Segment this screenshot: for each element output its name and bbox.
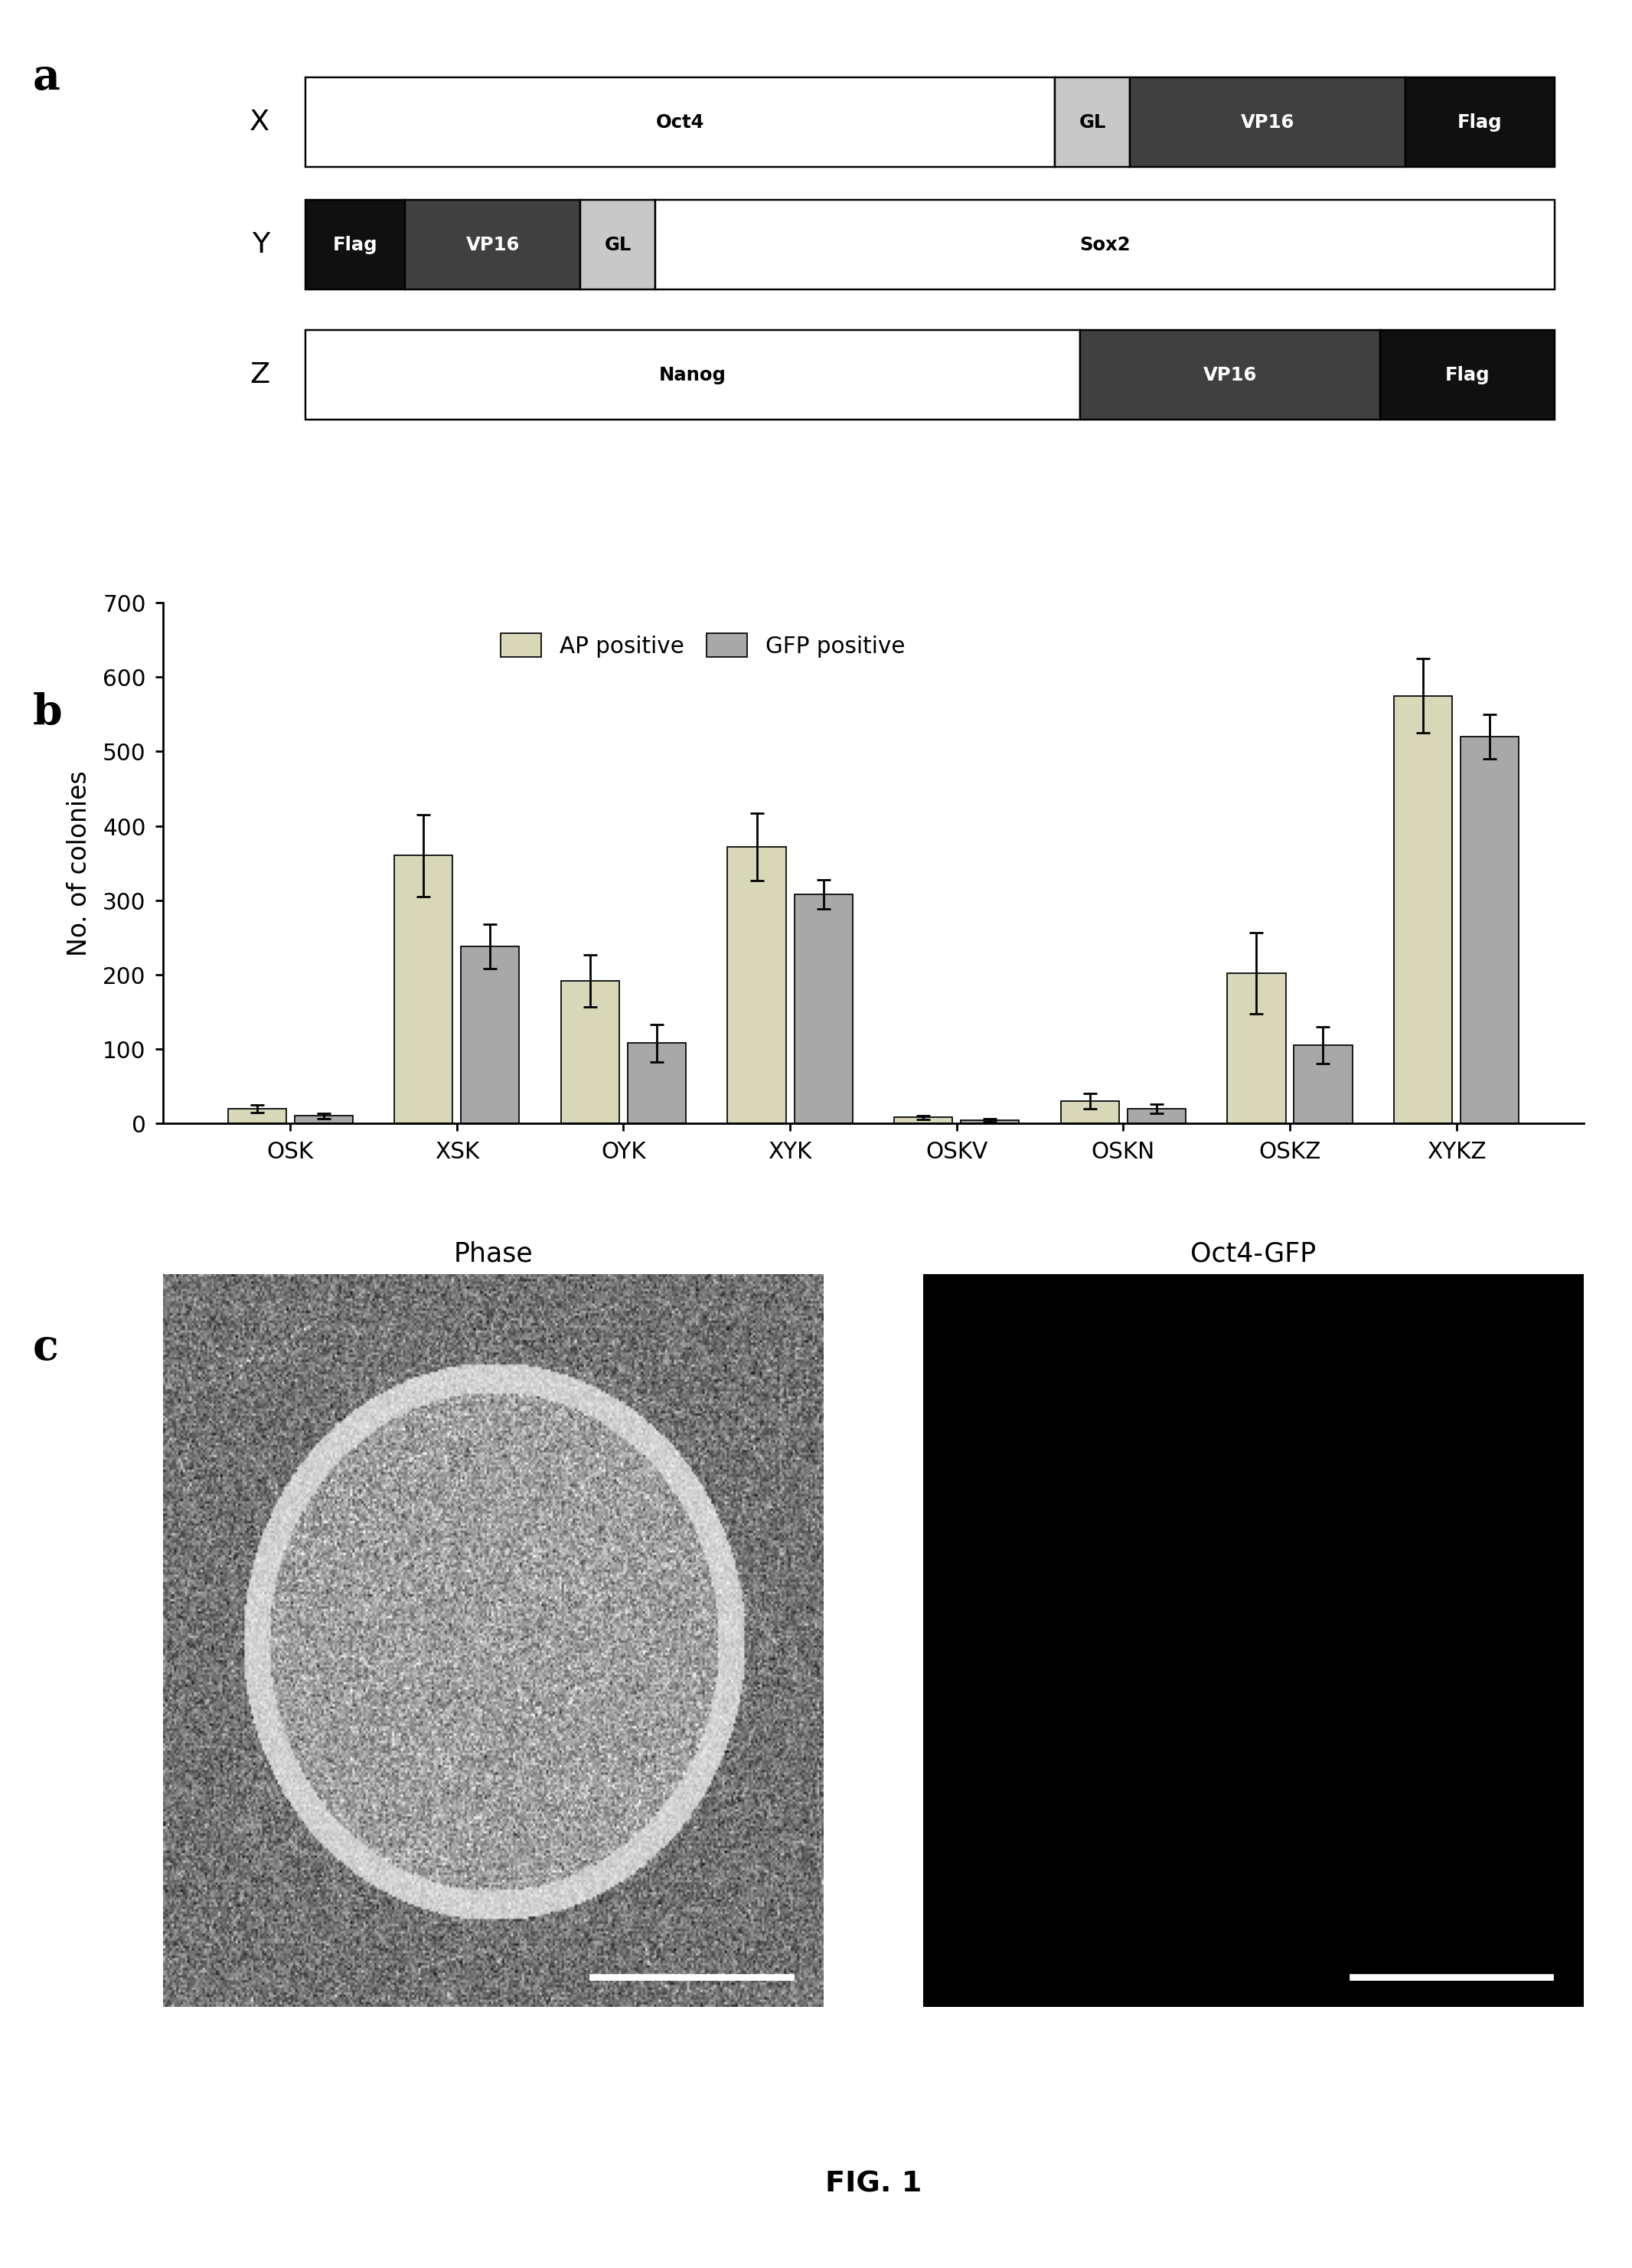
- Text: Nanog: Nanog: [659, 365, 726, 383]
- Text: X: X: [250, 109, 269, 136]
- Bar: [1405, 77, 1555, 168]
- Title: Phase: Phase: [454, 1241, 534, 1266]
- Bar: [294, 1116, 353, 1123]
- Bar: [561, 980, 619, 1123]
- Text: GL: GL: [604, 236, 632, 254]
- Text: b: b: [33, 692, 62, 735]
- Bar: [1294, 1046, 1351, 1123]
- Text: GL: GL: [1079, 113, 1106, 132]
- Bar: [579, 200, 654, 290]
- Text: Flag: Flag: [333, 236, 377, 254]
- Text: VP16: VP16: [1203, 365, 1257, 383]
- Text: Oct4: Oct4: [656, 113, 705, 132]
- Bar: [405, 200, 579, 290]
- Text: VP16: VP16: [1240, 113, 1294, 132]
- Bar: [654, 200, 1555, 290]
- Title: Oct4-GFP: Oct4-GFP: [1190, 1241, 1315, 1266]
- Bar: [728, 846, 785, 1123]
- Bar: [305, 200, 405, 290]
- Bar: [1461, 737, 1518, 1123]
- Text: VP16: VP16: [465, 236, 519, 254]
- Y-axis label: No. of colonies: No. of colonies: [67, 771, 91, 957]
- Bar: [1379, 331, 1555, 420]
- Legend: AP positive, GFP positive: AP positive, GFP positive: [491, 624, 914, 667]
- Bar: [305, 77, 1054, 168]
- Text: Z: Z: [250, 361, 269, 388]
- Bar: [1129, 77, 1405, 168]
- Text: c: c: [33, 1327, 59, 1370]
- Bar: [1128, 1109, 1185, 1123]
- Bar: [460, 946, 519, 1123]
- Text: Y: Y: [251, 231, 269, 259]
- Text: a: a: [33, 57, 60, 100]
- Bar: [795, 894, 852, 1123]
- Bar: [1227, 973, 1286, 1123]
- Bar: [1054, 77, 1129, 168]
- Text: Flag: Flag: [1444, 365, 1490, 383]
- Bar: [1394, 696, 1452, 1123]
- Bar: [395, 855, 452, 1123]
- Text: Flag: Flag: [1457, 113, 1501, 132]
- Bar: [1061, 1102, 1120, 1123]
- Bar: [961, 1120, 1018, 1123]
- Text: Sox2: Sox2: [1079, 236, 1131, 254]
- Text: FIG. 1: FIG. 1: [824, 2170, 922, 2198]
- Bar: [894, 1118, 951, 1123]
- Bar: [228, 1109, 286, 1123]
- Bar: [1080, 331, 1379, 420]
- Bar: [627, 1043, 685, 1123]
- Bar: [305, 331, 1080, 420]
